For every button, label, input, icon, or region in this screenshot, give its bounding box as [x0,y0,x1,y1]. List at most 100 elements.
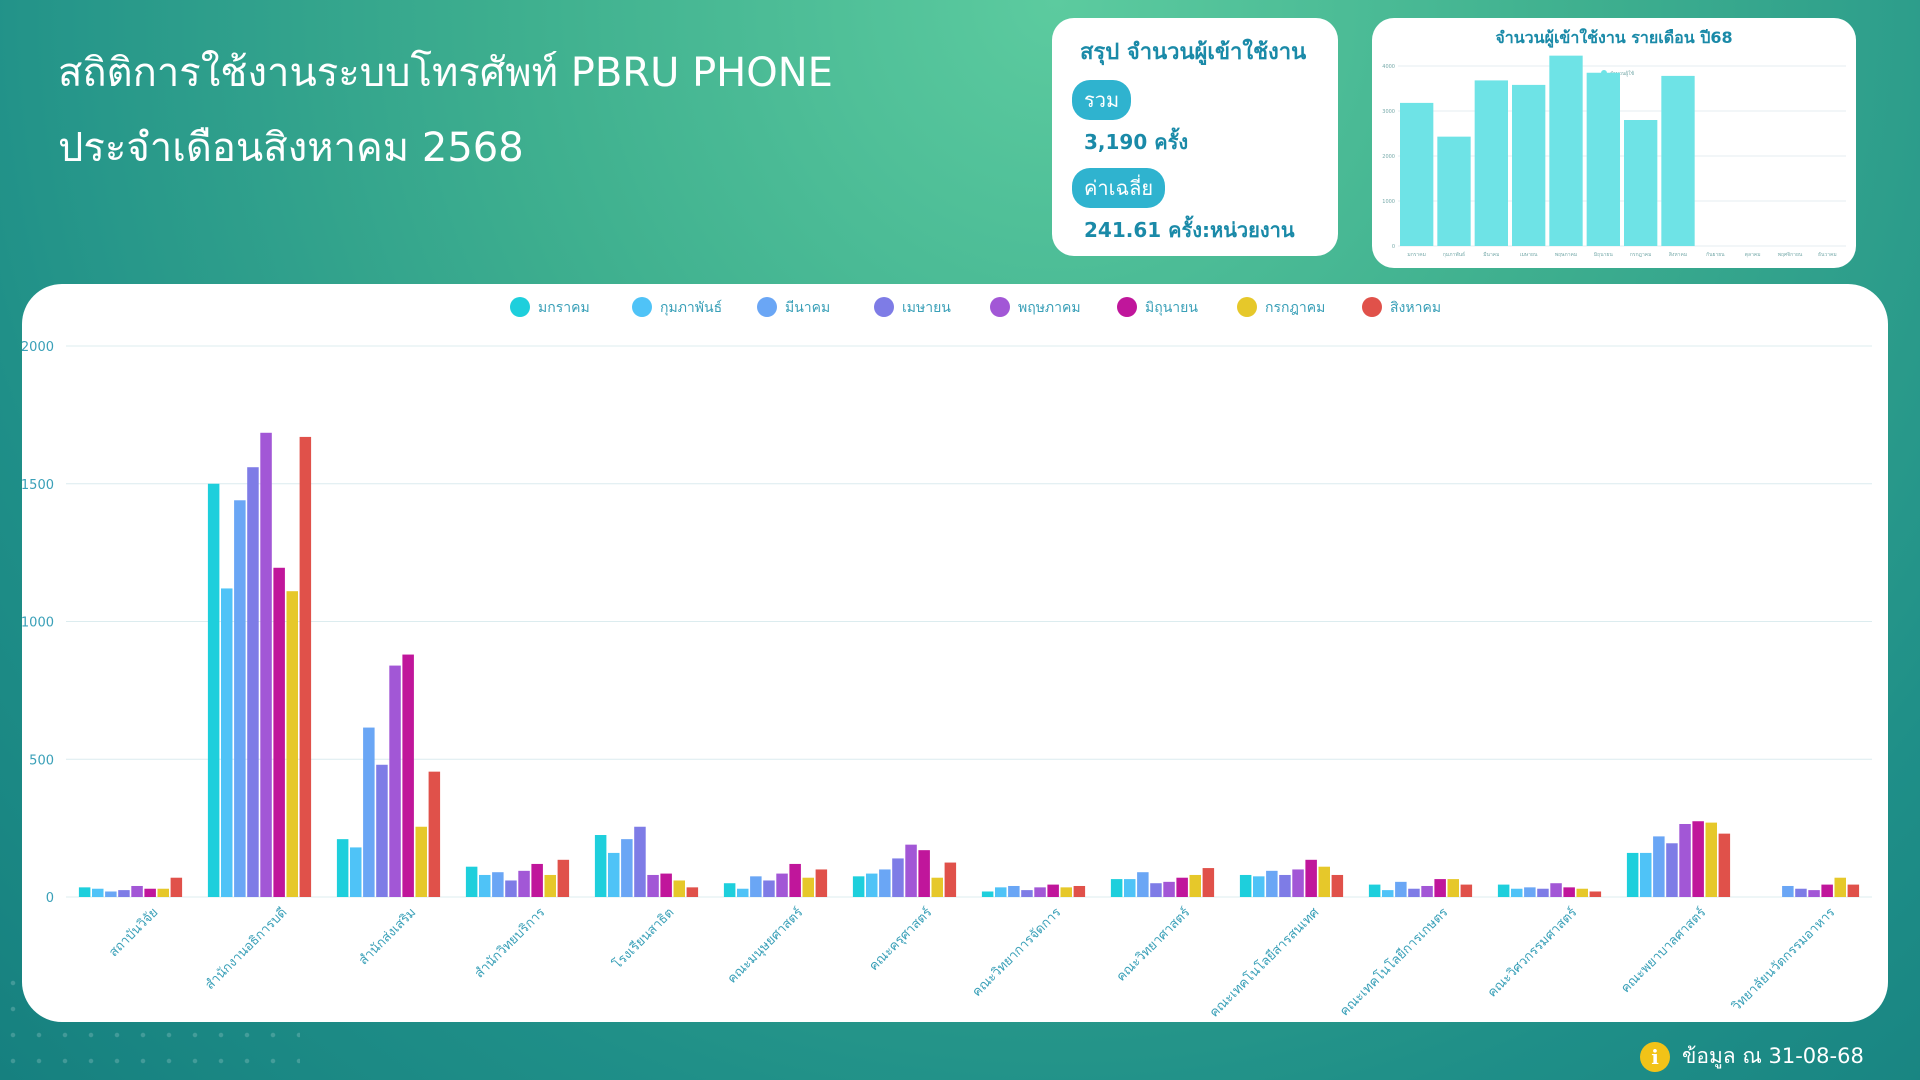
bar [544,874,556,897]
bar [207,483,220,897]
bar [1511,888,1523,897]
bar [981,891,994,897]
bar [1318,866,1330,897]
bar [1292,869,1304,897]
total-value: 3,190 ครั้ง [1084,130,1189,154]
bar [1176,877,1188,897]
bar [1782,885,1794,897]
bar [1460,884,1473,897]
x-tick-label: คณะเทคโนโลยีสารสนเทศ [1206,904,1323,1021]
bar [479,874,491,897]
y-tick-label: 0 [1392,244,1395,250]
bar [234,500,246,897]
bar [336,839,349,897]
bar [1266,870,1278,897]
y-tick-label: 4000 [1382,64,1395,70]
summary-title: สรุป จำนวนผู้เข้าใช้งาน [1080,40,1307,65]
bar [1626,852,1639,897]
bar [1189,874,1201,897]
bar [1834,877,1846,897]
bar [1034,887,1046,897]
x-tick-label: สำนักงานอธิการบดี [202,905,290,993]
bar [1124,879,1136,897]
bar [1550,883,1562,897]
bar [892,858,904,897]
x-tick-label: สถาบันวิจัย [106,905,161,960]
bar [1150,883,1162,897]
bar [1305,859,1317,897]
bar [1586,72,1620,246]
bar [1512,84,1546,247]
bar [1661,75,1695,247]
y-tick-label: 500 [29,753,54,768]
bar [1718,833,1731,897]
bar [789,863,801,897]
bar [647,874,659,897]
bar [1202,868,1215,897]
bar [1705,822,1717,897]
x-tick-label: โรงเรียนสาธิต [610,905,678,973]
x-tick-label: คณะมนุษยศาสตร์ [724,905,806,987]
bar [1576,888,1588,897]
y-tick-label: 0 [46,891,54,906]
bar [776,873,788,897]
bar [1821,884,1833,897]
y-tick-label: 2000 [1382,154,1395,160]
bar [78,887,91,897]
bar [763,880,775,897]
bar [1447,879,1459,897]
bar [750,876,762,897]
bar [350,847,362,897]
bar [465,866,478,897]
bar [428,771,441,897]
monthly-chart-card: จำนวนผู้เข้าใช้งาน รายเดือน ปี68 0 1000 20… [1372,18,1856,268]
bar [802,877,814,897]
bar [415,826,427,897]
bar [1253,876,1265,897]
bar [1434,879,1446,897]
bar [1163,881,1175,897]
bar [608,852,620,897]
bar [492,872,504,897]
bar [131,885,143,897]
bar [1549,55,1583,247]
y-tick-label: 3000 [1382,109,1395,115]
x-tick-label: มกราคม [1407,252,1425,258]
bar [557,859,570,897]
bar [995,887,1007,897]
department-bar-chart: 0 500 1000 1500 2000 มกราคม กุมภาพันธ์ มีนาคม เม… [22,297,1872,1021]
bar [1666,843,1678,897]
bar [518,870,530,897]
x-tick-label: คณะวิศวกรรมศาสตร์ [1484,905,1580,1001]
x-tick-label: มีนาคม [1483,251,1499,258]
bar [389,665,401,897]
legend-label: กรกฎาคม [1265,300,1325,316]
total-badge: รวม [1072,80,1132,120]
bar [1110,879,1123,897]
bar [1400,102,1434,247]
x-tick-label: กุมภาพันธ์ [1443,251,1465,258]
x-tick-label: มิถุนายน [1594,251,1613,258]
legend-marker [874,297,894,317]
data-date-footer: i ข้อมูล ณ 31-08-68 [1640,1040,1864,1073]
x-tick-label: สิงหาคม [1669,251,1687,258]
monthly-chart-title: จำนวนผู้เข้าใช้งาน รายเดือน ปี68 [1495,28,1733,47]
legend-marker [1362,297,1382,317]
bar [737,888,749,897]
bar [531,863,543,897]
x-tick-label: กันยายน [1706,252,1725,258]
summary-card: สรุป จำนวนผู้เข้าใช้งาน รวม 3,190 ครั้ง … [1052,18,1338,256]
bar [1795,888,1807,897]
bar [1408,888,1420,897]
bar [866,873,878,897]
bar [363,727,375,897]
x-tick-label: กรกฎาคม [1630,252,1652,258]
bar [1047,884,1059,897]
bar [1021,890,1033,897]
legend-marker [1237,297,1257,317]
bar [299,436,312,897]
x-tick-label: วิทยาลัยนวัตกรรมอาหาร [1729,905,1839,1015]
bar [1679,823,1691,897]
bar [1692,821,1704,897]
bar [260,432,272,897]
